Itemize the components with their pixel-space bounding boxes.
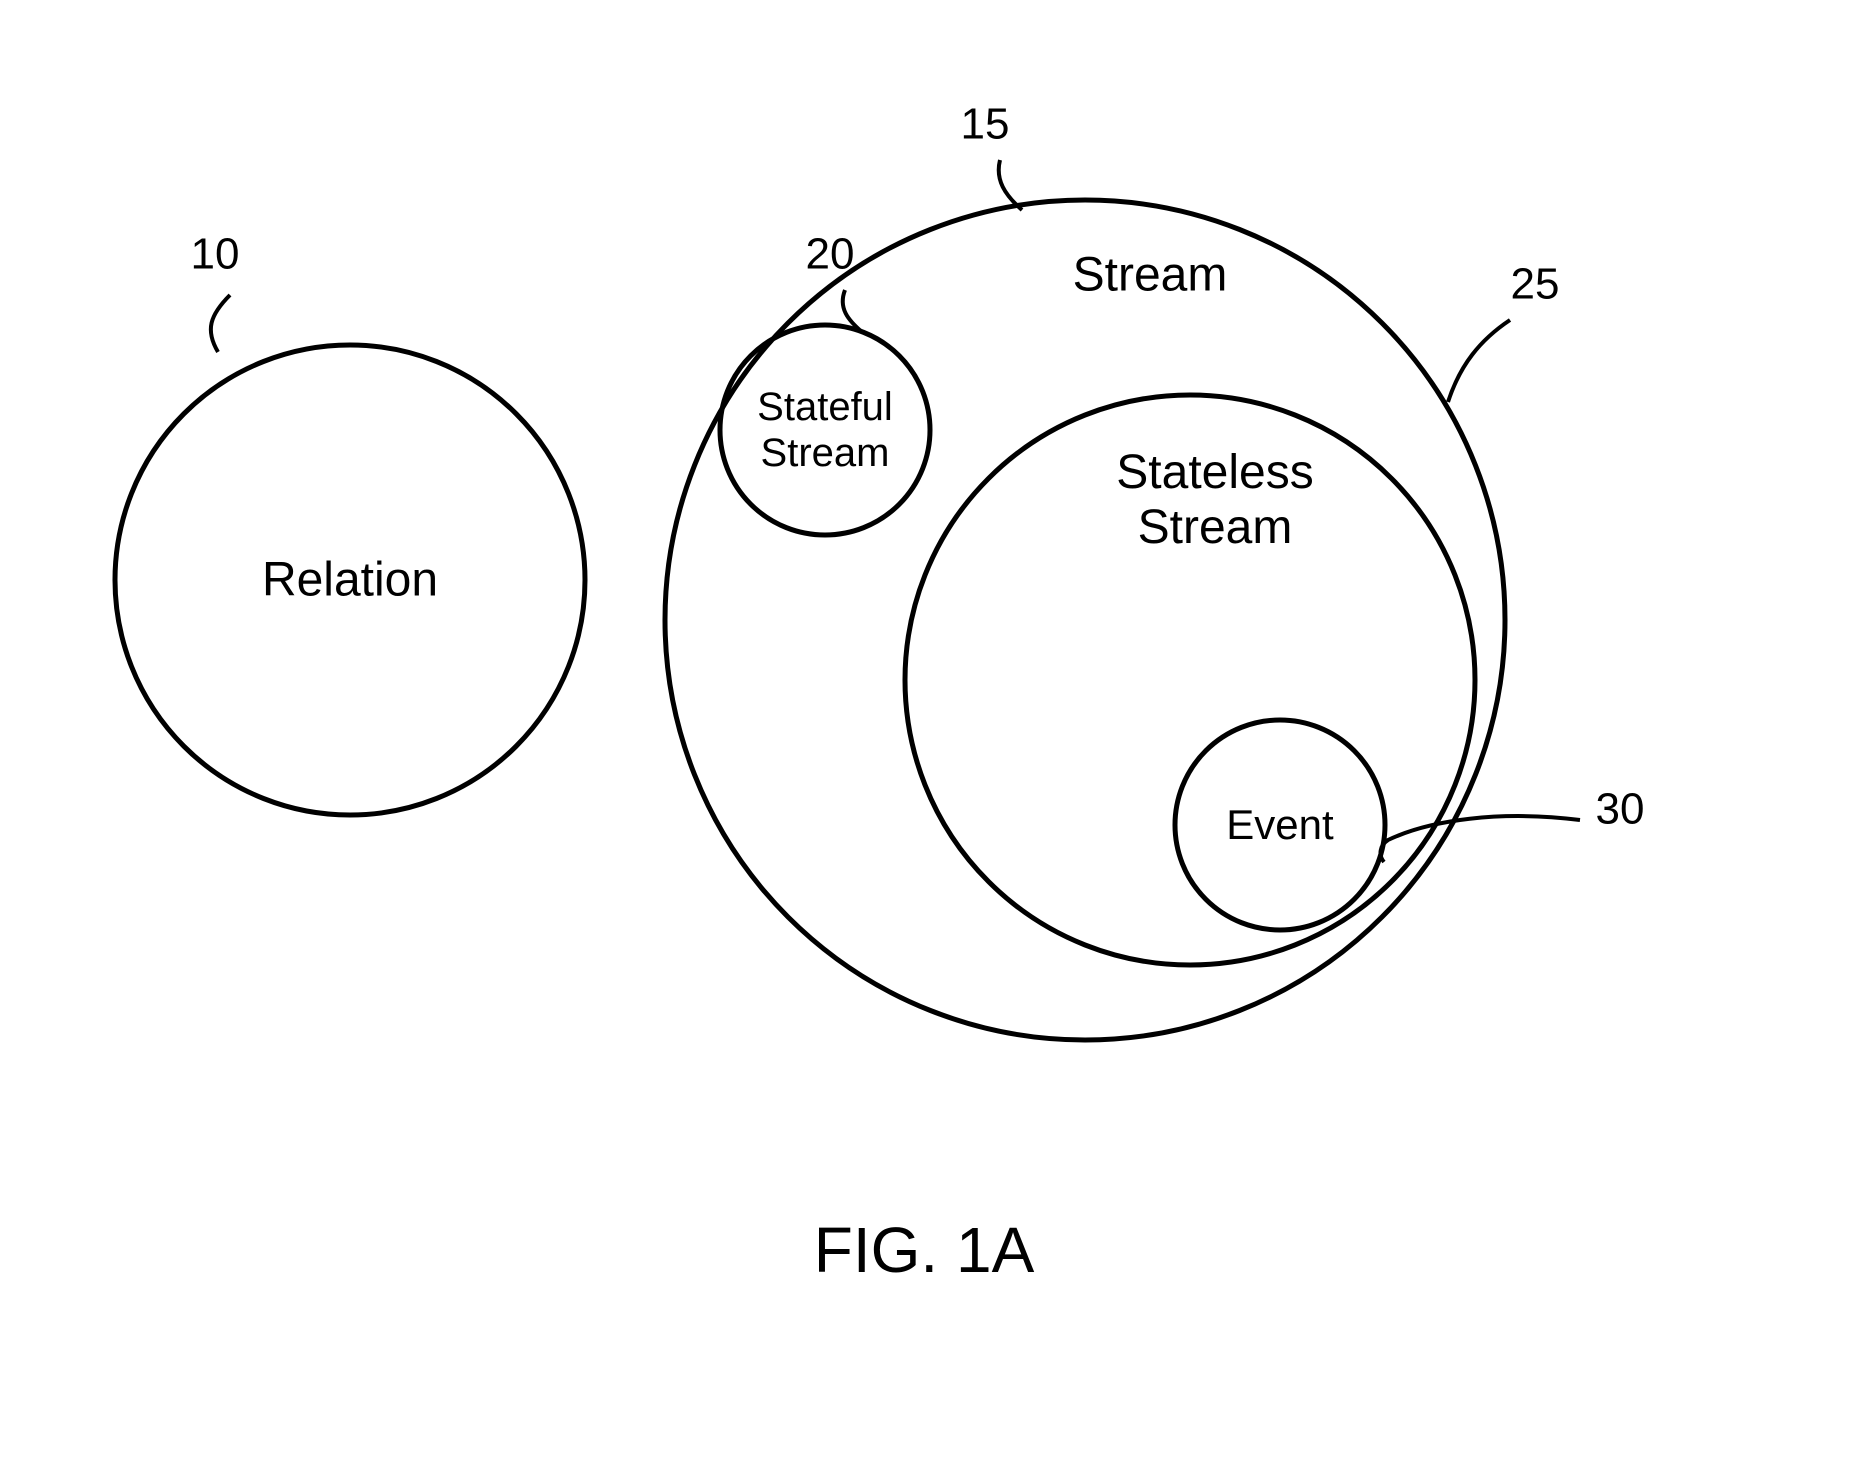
tick-relation	[211, 295, 230, 352]
figure-stage: Relation Stream Stateful Stream Stateles…	[0, 0, 1849, 1463]
refnum-stream: 15	[961, 100, 1010, 151]
label-relation: Relation	[262, 552, 438, 607]
tick-stream	[999, 160, 1022, 210]
refnum-event: 30	[1596, 785, 1645, 836]
circle-stream	[665, 200, 1505, 1040]
label-event: Event	[1226, 801, 1333, 849]
tick-event	[1381, 816, 1580, 862]
refnum-relation: 10	[191, 230, 240, 281]
refnum-stateful: 20	[806, 230, 855, 281]
label-stream: Stream	[1073, 247, 1228, 302]
label-stateful: Stateful Stream	[757, 384, 893, 476]
refnum-stateless: 25	[1511, 260, 1560, 311]
figure-caption: FIG. 1A	[814, 1213, 1035, 1287]
label-stateless: Stateless Stream	[1116, 445, 1313, 555]
tick-stateless	[1448, 320, 1510, 402]
